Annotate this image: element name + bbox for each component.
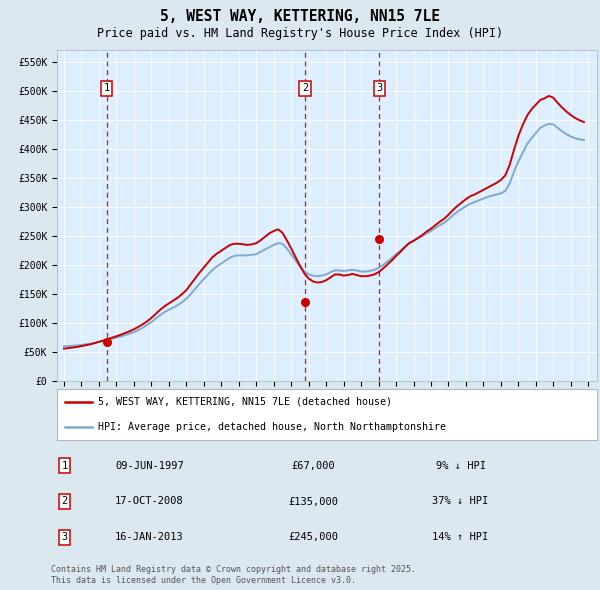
Text: 9% ↓ HPI: 9% ↓ HPI (436, 461, 485, 471)
Text: 1: 1 (62, 461, 68, 471)
Text: 3: 3 (376, 83, 382, 93)
Text: HPI: Average price, detached house, North Northamptonshire: HPI: Average price, detached house, Nort… (97, 422, 445, 432)
Text: 16-JAN-2013: 16-JAN-2013 (115, 532, 184, 542)
Text: £245,000: £245,000 (288, 532, 338, 542)
Text: £67,000: £67,000 (291, 461, 335, 471)
Text: 09-JUN-1997: 09-JUN-1997 (115, 461, 184, 471)
Text: 2: 2 (302, 83, 308, 93)
Text: 3: 3 (62, 532, 68, 542)
Text: 1: 1 (104, 83, 110, 93)
Text: £135,000: £135,000 (288, 497, 338, 506)
Text: Contains HM Land Registry data © Crown copyright and database right 2025.
This d: Contains HM Land Registry data © Crown c… (51, 565, 416, 585)
Text: 5, WEST WAY, KETTERING, NN15 7LE (detached house): 5, WEST WAY, KETTERING, NN15 7LE (detach… (97, 397, 392, 407)
Text: 14% ↑ HPI: 14% ↑ HPI (433, 532, 488, 542)
Text: 17-OCT-2008: 17-OCT-2008 (115, 497, 184, 506)
Text: Price paid vs. HM Land Registry's House Price Index (HPI): Price paid vs. HM Land Registry's House … (97, 27, 503, 40)
Text: 5, WEST WAY, KETTERING, NN15 7LE: 5, WEST WAY, KETTERING, NN15 7LE (160, 9, 440, 24)
Text: 37% ↓ HPI: 37% ↓ HPI (433, 497, 488, 506)
Text: 2: 2 (62, 497, 68, 506)
